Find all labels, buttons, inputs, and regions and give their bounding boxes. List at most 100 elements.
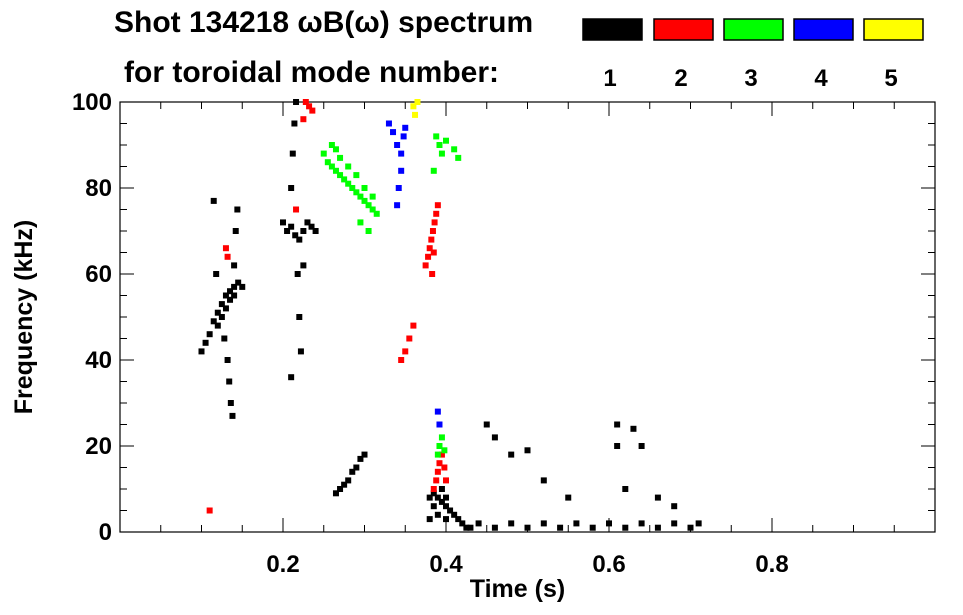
data-point [361, 451, 368, 458]
data-point [425, 253, 432, 260]
data-point [654, 494, 661, 501]
data-point [540, 477, 547, 484]
data-point [304, 219, 311, 226]
data-point [671, 503, 678, 510]
data-point [369, 206, 376, 213]
data-point [291, 120, 298, 127]
data-point [309, 107, 316, 114]
data-point [289, 150, 296, 157]
data-point [395, 185, 402, 191]
data-point [654, 524, 661, 531]
data-point [436, 421, 443, 428]
legend-swatch [793, 18, 854, 41]
data-point [218, 314, 225, 320]
data-point [349, 468, 356, 475]
data-point [438, 434, 445, 441]
axis-ticks [120, 101, 935, 533]
data-point [328, 142, 335, 148]
legend-swatch [653, 18, 714, 41]
data-point [361, 185, 368, 191]
data-point [353, 189, 360, 196]
data-point [337, 172, 344, 179]
data-point [341, 176, 348, 183]
data-point [214, 322, 221, 329]
data-point [451, 511, 458, 518]
data-point [239, 283, 246, 290]
data-point [434, 511, 441, 518]
series-3 [320, 133, 462, 458]
data-point [394, 142, 401, 148]
data-point [438, 451, 445, 458]
data-point [337, 486, 344, 492]
data-point [402, 348, 409, 355]
data-point [231, 262, 238, 269]
data-point [443, 477, 449, 484]
data-point [390, 129, 397, 136]
data-point [332, 167, 339, 174]
data-point [210, 197, 217, 204]
data-point [226, 378, 233, 385]
data-point [345, 180, 352, 187]
data-point [296, 236, 303, 243]
data-point [231, 292, 238, 299]
data-point [227, 400, 234, 406]
data-point [398, 167, 405, 174]
data-point [671, 520, 678, 527]
data-point [638, 520, 645, 527]
data-point [202, 339, 209, 346]
data-point [300, 262, 307, 269]
data-point [438, 150, 445, 157]
data-point [447, 507, 454, 514]
data-point [357, 219, 364, 226]
data-point [222, 245, 229, 252]
data-point [218, 301, 225, 308]
data-point [433, 477, 440, 484]
data-point [221, 335, 228, 342]
data-point [206, 331, 213, 338]
y-tick-label: 0 [99, 519, 112, 546]
data-point [353, 172, 360, 179]
data-point [443, 494, 449, 501]
data-point [293, 206, 300, 213]
data-point [332, 490, 339, 497]
data-point [210, 318, 217, 325]
y-tick-label: 100 [72, 89, 112, 116]
data-point [430, 167, 437, 174]
data-point [296, 314, 303, 320]
plot-area: 0.2 0.4 0.6 0.8 0 20 40 60 80 100 [72, 89, 936, 578]
data-point [434, 468, 441, 475]
data-point [429, 228, 436, 234]
data-point [324, 159, 331, 166]
data-point [573, 520, 580, 527]
data-point [412, 111, 419, 118]
data-point [385, 120, 392, 127]
data-point [443, 137, 449, 144]
series-5 [410, 99, 421, 118]
tick-labels: 0.2 0.4 0.6 0.8 0 20 40 60 80 100 [72, 89, 789, 578]
data-point [222, 305, 229, 312]
data-point [459, 520, 466, 527]
data-point [557, 524, 564, 531]
data-point [294, 271, 301, 277]
data-point [508, 451, 515, 458]
data-point [455, 516, 462, 523]
data-point [451, 146, 458, 153]
data-point [398, 357, 405, 363]
data-point [234, 206, 241, 213]
data-point [443, 503, 449, 510]
data-point [232, 228, 239, 234]
data-point [434, 451, 441, 458]
series-1 [198, 99, 702, 531]
x-tick-label: 0.8 [755, 551, 788, 578]
data-point [429, 271, 436, 277]
data-point [614, 421, 621, 428]
y-axis-label: Frequency (kHz) [10, 220, 38, 414]
data-point [297, 348, 304, 355]
data-point [483, 421, 490, 428]
data-point [357, 455, 364, 462]
data-point [426, 516, 433, 523]
data-point [345, 477, 352, 484]
data-point [345, 163, 352, 170]
data-point [373, 210, 380, 217]
